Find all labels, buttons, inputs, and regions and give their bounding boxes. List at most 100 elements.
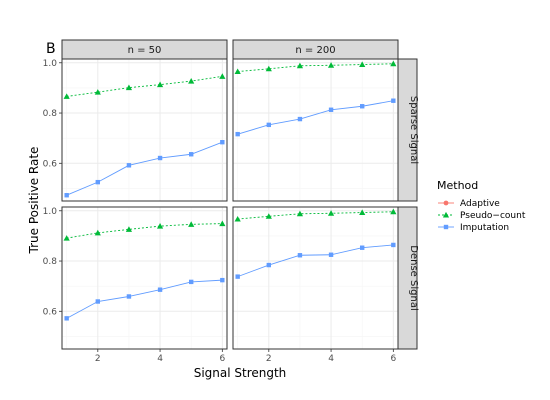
panel-background — [61, 206, 228, 350]
data-point — [157, 287, 163, 292]
x-tick-label: 6 — [219, 354, 225, 364]
x-tick-label: 6 — [390, 354, 396, 364]
data-point — [328, 252, 334, 257]
facet-panel: 2 4 6 — [232, 206, 399, 364]
data-point — [359, 245, 365, 250]
legend-item: Imputation — [438, 223, 509, 233]
data-point — [188, 221, 195, 227]
panel-border — [61, 58, 228, 202]
series-line — [66, 141, 223, 196]
data-point — [390, 208, 397, 215]
panel-border — [61, 206, 228, 350]
series-imputation — [64, 139, 225, 198]
x-tick-label: 2 — [266, 354, 272, 364]
series-pseudo-count — [63, 73, 226, 99]
series-line — [237, 63, 394, 73]
x-tick-label: 2 — [95, 354, 101, 364]
data-point — [64, 316, 69, 321]
facet-panel: 0.6 0.8 1.0 2 4 6 — [43, 206, 228, 364]
x-axis-title: Signal Strength — [194, 366, 287, 380]
data-point — [359, 104, 365, 109]
row-strip-label: Dense Signal — [408, 245, 419, 310]
series-line — [237, 100, 394, 135]
data-point — [63, 93, 70, 99]
y-tick-label: 0.6 — [43, 307, 58, 317]
data-point — [126, 294, 132, 299]
legend-key-marker — [443, 224, 449, 230]
data-point — [219, 220, 226, 227]
panel-border — [232, 206, 399, 350]
data-point — [234, 68, 241, 75]
data-point — [235, 274, 240, 279]
series-pseudo-count — [234, 208, 397, 222]
data-point — [234, 215, 241, 222]
panel-background — [232, 206, 399, 350]
facet-grid: n = 50 n = 200 Sparse Signal Dense Signal 0.… — [43, 39, 419, 364]
data-point — [95, 179, 101, 185]
data-point — [156, 223, 164, 229]
y-tick-label: 0.6 — [43, 159, 58, 169]
data-point — [188, 279, 194, 285]
column-strip-label: n = 200 — [295, 45, 335, 56]
data-point — [94, 89, 101, 95]
data-point — [297, 253, 303, 258]
data-point — [359, 209, 366, 216]
legend-item: Adaptive — [438, 199, 500, 209]
data-point — [266, 262, 272, 268]
panel-tag: B — [46, 41, 56, 57]
data-point — [126, 163, 132, 168]
data-point — [391, 98, 396, 103]
legend-label: Pseudo−count — [460, 211, 526, 221]
data-point — [296, 210, 304, 217]
legend-label: Adaptive — [460, 199, 500, 209]
x-tick-label: 4 — [328, 354, 334, 364]
data-point — [219, 73, 226, 79]
data-point — [296, 62, 304, 69]
x-tick-label: 4 — [157, 354, 163, 364]
data-point — [327, 62, 335, 68]
legend-key-marker — [442, 211, 450, 218]
y-tick-label: 0.8 — [43, 109, 58, 119]
series-imputation — [235, 242, 396, 279]
legend-title: Method — [437, 179, 478, 192]
data-point — [266, 122, 272, 128]
facet-panel — [232, 58, 399, 202]
data-point — [327, 210, 335, 216]
series-imputation — [64, 277, 225, 321]
data-point — [64, 193, 69, 198]
gridlines — [233, 207, 398, 349]
data-point — [188, 152, 194, 157]
y-tick-label: 0.8 — [43, 257, 58, 267]
data-point — [125, 84, 133, 91]
data-point — [297, 116, 303, 122]
row-strip: Dense Signal — [397, 206, 419, 350]
series-line — [237, 211, 394, 220]
panel-background — [61, 58, 228, 202]
data-point — [94, 229, 101, 236]
series-pseudo-count — [63, 220, 226, 241]
legend-key-marker — [443, 200, 449, 206]
data-point — [63, 235, 70, 241]
data-point — [95, 299, 101, 304]
data-point — [265, 213, 272, 219]
data-point — [125, 226, 133, 232]
series-line — [237, 244, 394, 278]
series-pseudo-count — [234, 60, 397, 75]
column-strip: n = 50 — [61, 39, 228, 60]
y-axis-title: True Positive Rate — [27, 147, 41, 255]
y-tick-label: 1.0 — [43, 207, 58, 217]
column-strip-label: n = 50 — [128, 45, 162, 56]
data-point — [390, 60, 397, 67]
legend: Method Adaptive Pseudo−count Imputation — [437, 179, 526, 233]
legend-item: Pseudo−count — [438, 211, 526, 221]
data-point — [220, 277, 225, 283]
gridlines — [62, 59, 227, 201]
panel-border — [232, 58, 399, 202]
panel-background — [232, 58, 399, 202]
row-strip-label: Sparse Signal — [408, 96, 419, 164]
data-point — [328, 107, 334, 112]
facet-panel: 0.6 0.8 1.0 — [43, 58, 228, 202]
data-point — [188, 78, 195, 84]
data-point — [235, 131, 240, 137]
